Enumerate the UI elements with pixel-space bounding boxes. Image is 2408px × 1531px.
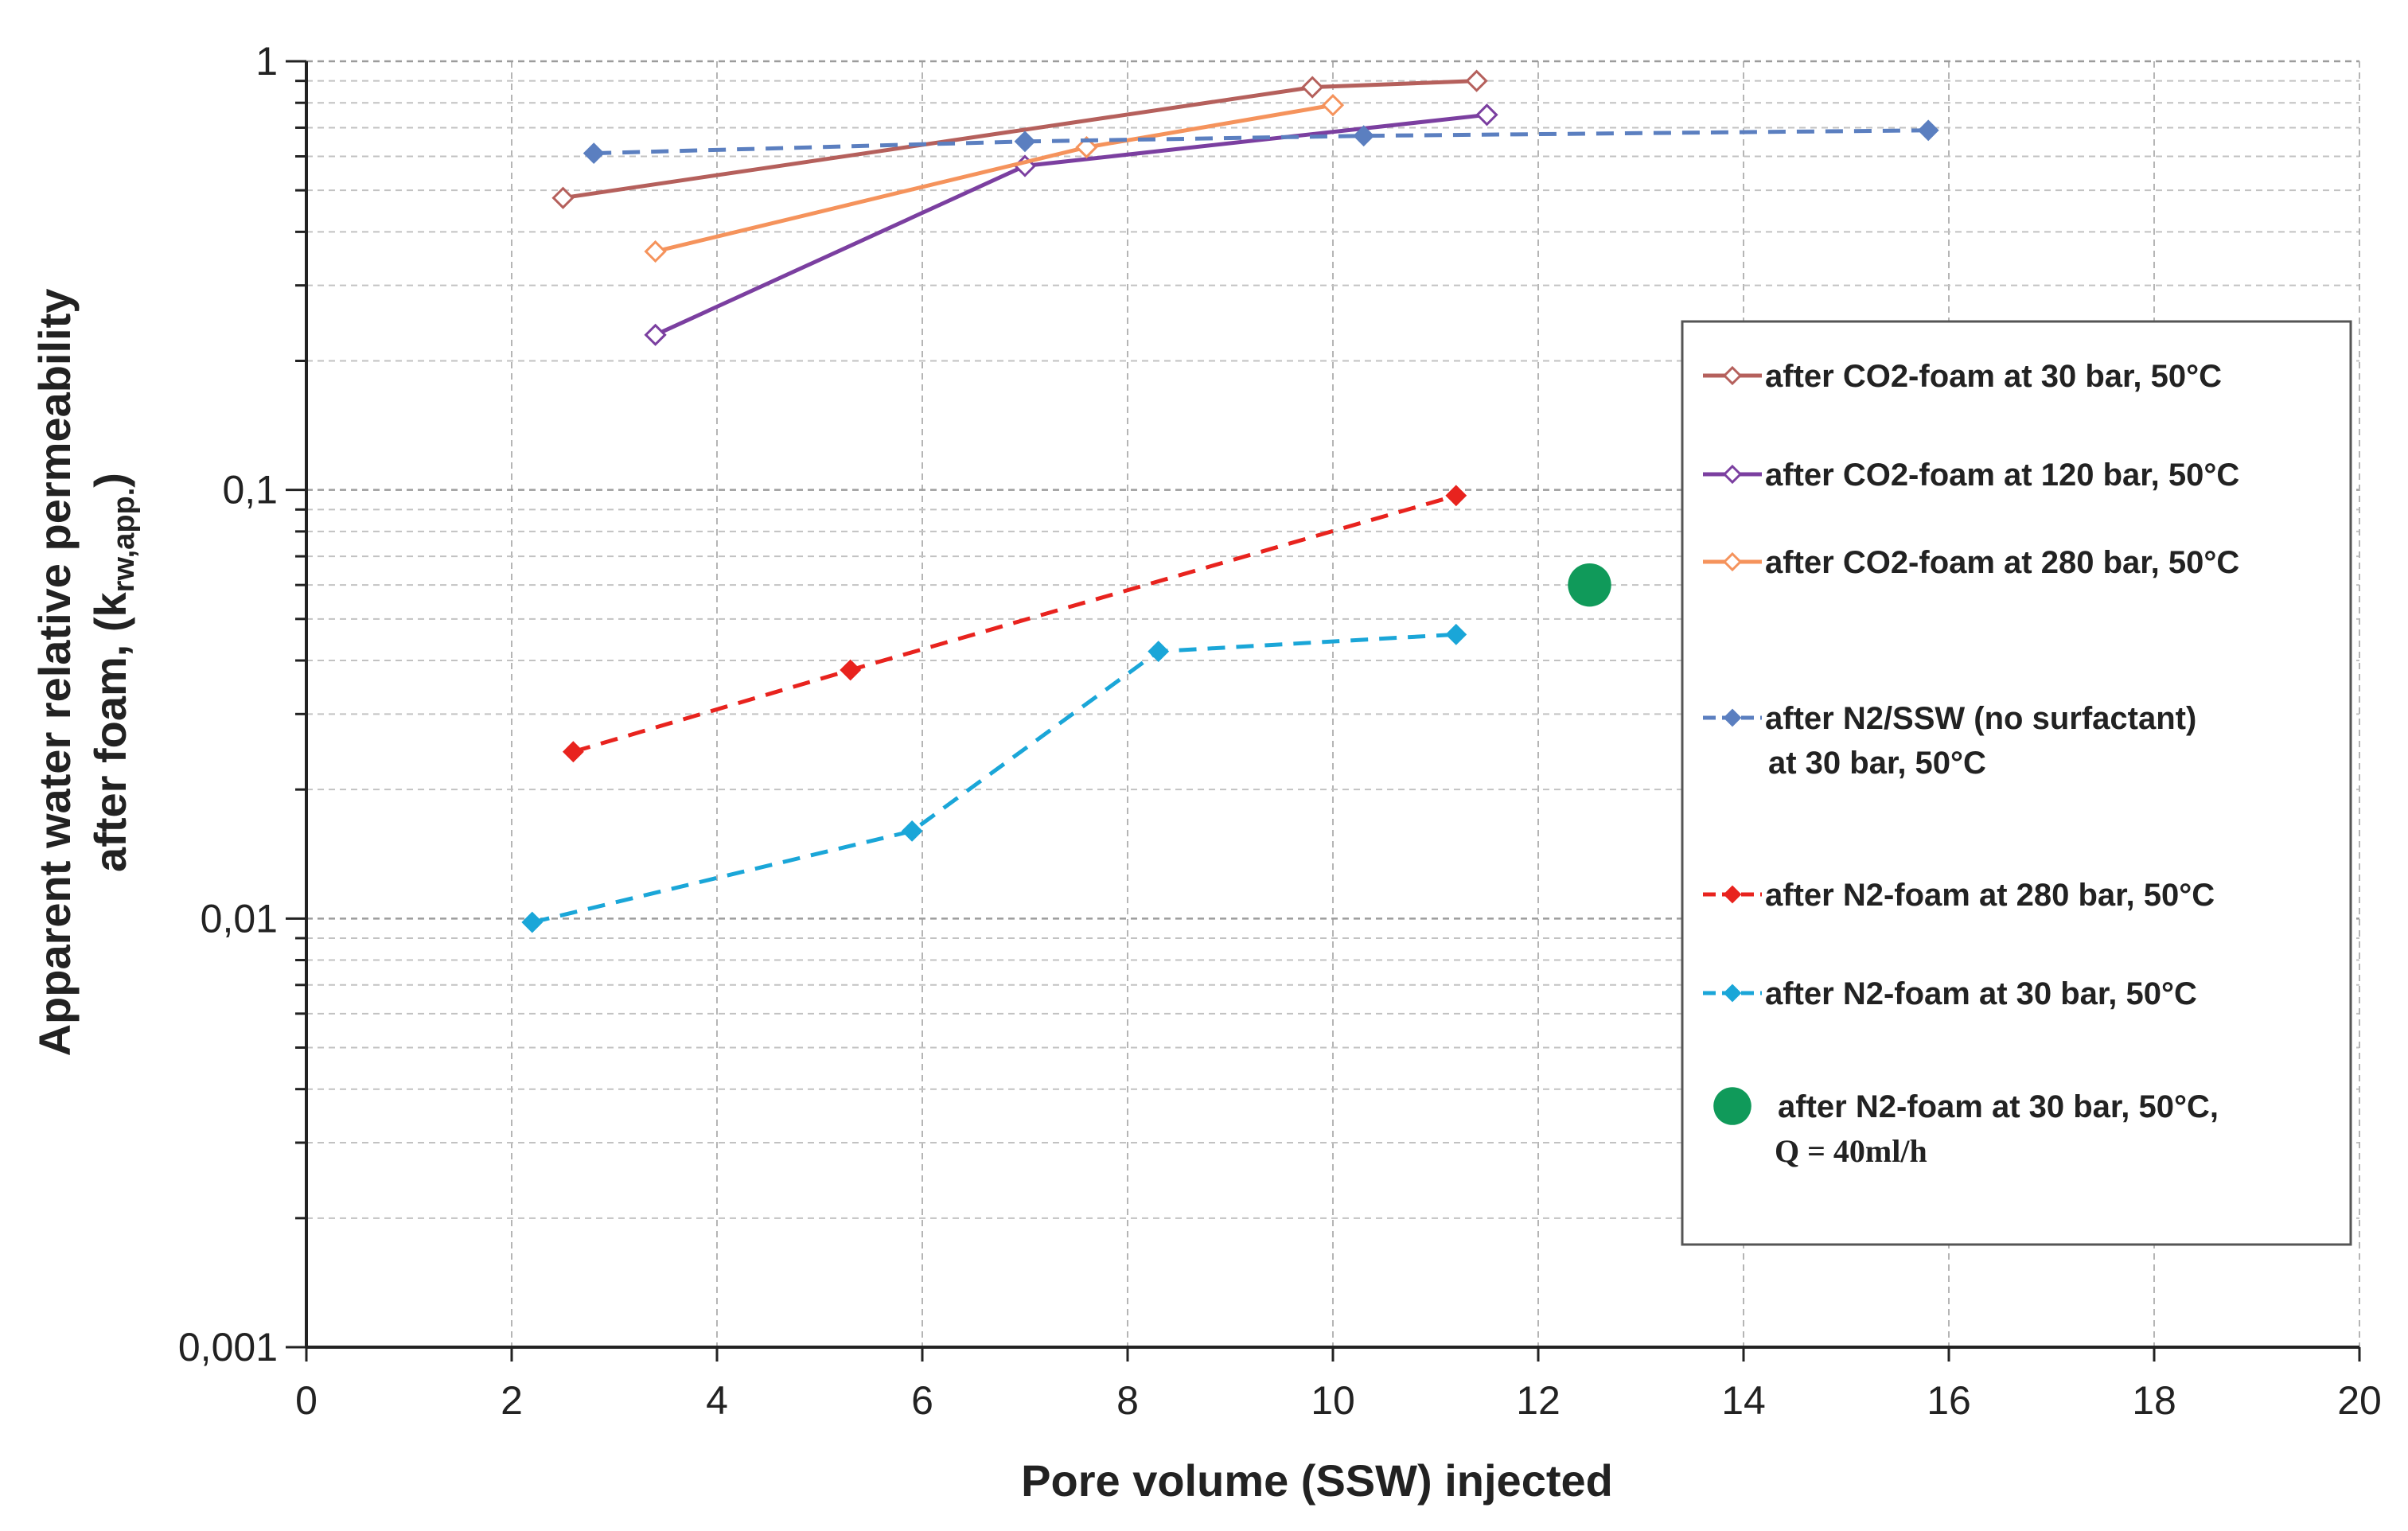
legend-item: after CO2-foam at 280 bar, 50°C (1703, 545, 2239, 580)
data-point (1723, 984, 1742, 1003)
series-line (594, 128, 1929, 156)
x-tick-label: 16 (1927, 1378, 1971, 1423)
data-point (901, 820, 923, 842)
y-axis-title-subscript: rw,app. (107, 488, 141, 593)
y-tick-label: 0,1 (222, 468, 278, 512)
series-5 (562, 485, 1467, 763)
data-point (521, 911, 544, 933)
data-point (1568, 563, 1611, 607)
data-point (1465, 69, 1488, 92)
series-1 (551, 69, 1488, 209)
data-point (1722, 365, 1743, 386)
legend-label: after N2-foam at 30 bar, 50°C (1765, 976, 2197, 1011)
x-tick-label: 2 (501, 1378, 523, 1423)
legend-item: after N2-foam at 30 bar, 50°C, Q = 40ml/h (1713, 1087, 2219, 1169)
data-point (1713, 1087, 1751, 1125)
legend-label-line2: Q = 40ml/h (1775, 1133, 1927, 1169)
legend-item: after CO2-foam at 30 bar, 50°C (1703, 359, 2222, 394)
data-point (1445, 485, 1467, 507)
legend-item: after CO2-foam at 120 bar, 50°C (1703, 458, 2239, 493)
series-4 (583, 119, 1939, 165)
y-axis-title: Apparent water relative permeability aft… (29, 289, 141, 1057)
data-point (1723, 708, 1742, 727)
data-point (644, 240, 667, 263)
data-point (1014, 131, 1036, 153)
series-3 (644, 94, 1345, 263)
series-2 (644, 103, 1498, 346)
data-point (1475, 103, 1498, 127)
x-tick-label: 10 (1311, 1378, 1355, 1423)
legend-label: after N2/SSW (no surfactant) (1765, 701, 2196, 736)
data-point (1445, 623, 1467, 645)
legend-label: after N2-foam at 280 bar, 50°C (1765, 878, 2215, 913)
x-tick-label: 4 (706, 1378, 728, 1423)
legend: after CO2-foam at 30 bar, 50°C after CO2-… (1681, 320, 2352, 1246)
series-line (532, 632, 1456, 925)
data-point (644, 323, 667, 346)
data-point (1722, 464, 1743, 485)
y-axis-title-line2: after foam, (krw,app.) (85, 473, 141, 872)
data-point (1321, 94, 1345, 117)
legend-box (1681, 320, 2352, 1246)
data-point (840, 659, 862, 681)
x-tick-label: 8 (1116, 1378, 1139, 1423)
x-tick-label: 20 (2337, 1378, 2382, 1423)
y-axis-title-line1: Apparent water relative permeability (29, 289, 80, 1057)
x-tick-label: 0 (295, 1378, 318, 1423)
series-7 (1568, 563, 1611, 607)
series-6 (521, 623, 1467, 933)
y-axis-title-close: ) (85, 473, 135, 488)
data-point (1723, 885, 1742, 904)
legend-item: after N2-foam at 280 bar, 50°C (1703, 878, 2215, 913)
data-point (1353, 125, 1375, 147)
legend-label-line2: at 30 bar, 50°C (1768, 746, 1986, 781)
legend-label: after CO2-foam at 30 bar, 50°C (1765, 359, 2222, 394)
x-tick-labels: 0 2 4 6 8 10 12 14 16 18 20 (295, 1347, 2382, 1423)
y-tick-label: 0,01 (201, 896, 278, 941)
x-tick-label: 6 (911, 1378, 933, 1423)
x-tick-label: 12 (1516, 1378, 1561, 1423)
x-axis-title: Pore volume (SSW) injected (1021, 1455, 1613, 1506)
x-tick-label: 18 (2132, 1378, 2176, 1423)
legend-item: after N2-foam at 30 bar, 50°C (1703, 976, 2197, 1011)
y-axis-title-main: after foam, (k (85, 591, 135, 871)
y-tick-label: 1 (255, 39, 278, 84)
data-point (1301, 76, 1324, 99)
legend-item: after N2/SSW (no surfactant) at 30 bar, 5… (1703, 701, 2196, 781)
legend-label: after CO2-foam at 120 bar, 50°C (1765, 458, 2239, 493)
y-tick-labels: 0,001 0,01 0,1 1 (178, 39, 278, 1369)
legend-label: after N2-foam at 30 bar, 50°C, (1778, 1089, 2219, 1124)
series (521, 69, 1939, 933)
data-point (1722, 551, 1743, 572)
data-point (583, 142, 605, 165)
x-tick-label: 14 (1721, 1378, 1766, 1423)
y-tick-label: 0,001 (178, 1325, 278, 1369)
data-point (1917, 119, 1939, 142)
data-point (551, 186, 575, 209)
data-point (562, 741, 584, 763)
legend-label: after CO2-foam at 280 bar, 50°C (1765, 545, 2239, 580)
data-point (1148, 641, 1170, 663)
